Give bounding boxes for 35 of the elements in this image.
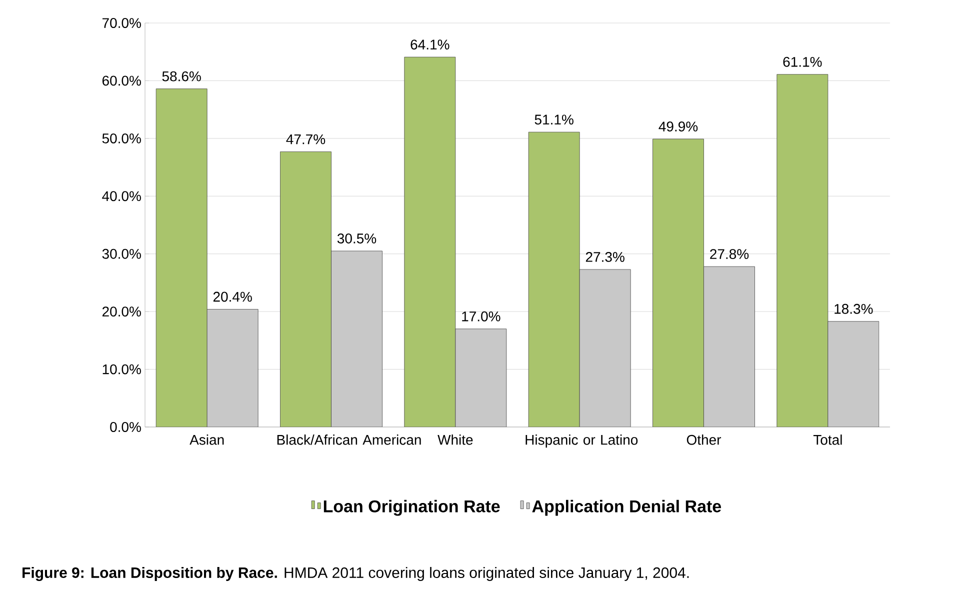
data-label: 47.7% [286, 134, 326, 144]
data-label: 17.0% [462, 311, 500, 322]
data-label: 20.4% [213, 292, 252, 302]
bar [404, 56, 456, 427]
x-tick-label: Other [686, 434, 722, 445]
y-tick-label: 20.0% [102, 306, 141, 317]
data-label: 61.1% [783, 56, 822, 67]
x-tick-label: White [438, 434, 473, 445]
bar [776, 74, 828, 427]
data-label: 30.5% [337, 234, 376, 244]
data-label: 64.1% [410, 40, 450, 50]
text: Figure 9: Loan Disposition by Race. HMDA 2011 covering loans originated since January 1, 2004. [22, 566, 689, 582]
y-tick-label: 70.0% [102, 18, 141, 28]
y-tick-label: 50.0% [102, 133, 141, 144]
bar [528, 132, 580, 427]
y-tick-label: 60.0% [102, 76, 141, 86]
data-label: 27.3% [586, 252, 624, 262]
data-label: 27.8% [710, 249, 749, 260]
data-label: 51.1% [534, 114, 574, 125]
legend-label: Application Denial Rate [532, 500, 722, 516]
y-tick-label: 10.0% [102, 364, 141, 374]
x-tick-label: Total [813, 434, 842, 445]
y-tick-label: 0.0% [110, 422, 141, 432]
data-label: 58.6% [162, 71, 201, 82]
x-tick-label: Asian [190, 434, 224, 445]
y-tick-label: 30.0% [102, 248, 141, 259]
legend-label: Loan Origination Rate [324, 500, 500, 516]
bar [280, 152, 332, 427]
x-tick-label: Hispanic or Latino [526, 434, 638, 448]
data-label: 18.3% [834, 304, 873, 314]
data-label: 49.9% [658, 122, 698, 132]
bar [156, 88, 208, 427]
bar [652, 138, 704, 427]
y-tick-label: 40.0% [102, 191, 141, 202]
x-tick-label: Black/African American [277, 434, 421, 445]
